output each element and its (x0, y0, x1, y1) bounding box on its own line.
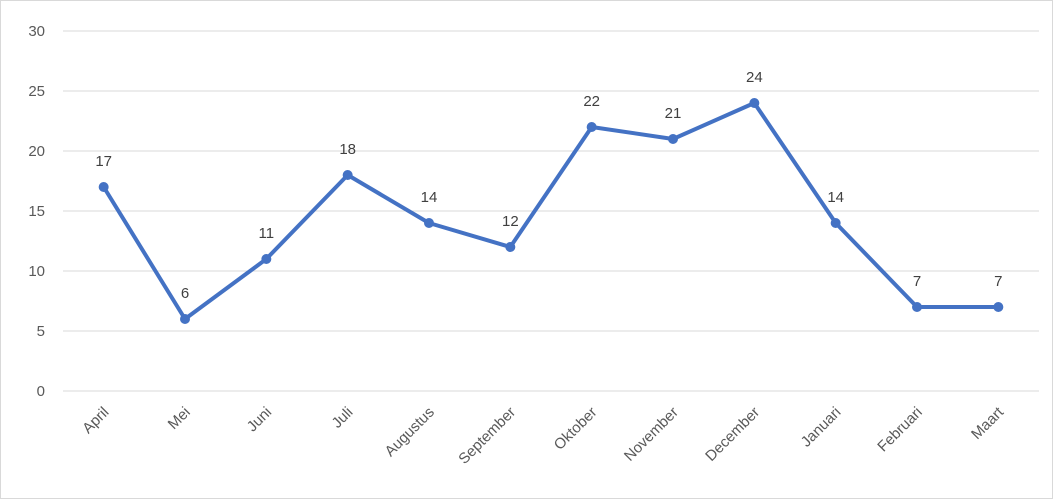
data-points (98, 98, 1004, 324)
y-tick-label: 5 (37, 323, 45, 340)
data-point (830, 218, 841, 228)
data-point (342, 170, 353, 180)
y-tick-label: 30 (28, 23, 45, 40)
y-axis-tick-labels: 0 5 10 15 20 25 30 (28, 23, 45, 400)
data-point (261, 254, 272, 264)
data-point (98, 182, 109, 192)
data-point (912, 302, 922, 312)
data-label: 17 (95, 153, 112, 170)
x-tick-label: December (702, 404, 763, 465)
x-tick-label: Januari (798, 404, 845, 451)
data-label: 21 (665, 105, 682, 122)
data-label: 14 (827, 189, 844, 206)
data-label: 18 (339, 141, 356, 158)
data-label: 7 (913, 273, 921, 290)
x-tick-label: November (621, 404, 682, 465)
x-tick-label: Mei (165, 404, 194, 433)
x-axis-tick-labels: April Mei Juni Juli Augustus September Oktober… (79, 403, 1007, 467)
data-point (505, 242, 516, 252)
data-label: 7 (994, 273, 1002, 290)
y-tick-label: 25 (28, 83, 45, 100)
x-tick-label: Juli (329, 404, 357, 432)
data-point (749, 98, 760, 108)
y-tick-label: 10 (28, 263, 45, 280)
y-tick-label: 20 (28, 143, 45, 160)
y-tick-label: 0 (37, 383, 45, 400)
data-point (668, 134, 678, 144)
y-tick-label: 15 (28, 203, 45, 220)
data-label: 24 (746, 69, 763, 86)
x-tick-label: September (455, 404, 519, 468)
x-tick-label: Augustus (382, 404, 438, 460)
data-label: 12 (502, 213, 519, 230)
data-point (180, 314, 190, 324)
x-tick-label: Oktober (551, 404, 601, 454)
x-tick-label: Februari (874, 404, 926, 456)
data-label: 22 (583, 93, 600, 110)
series-line (101, 101, 1001, 321)
x-tick-label: April (79, 404, 112, 437)
data-label: 14 (421, 189, 438, 206)
gridlines (63, 30, 1039, 392)
x-tick-label: Juni (244, 404, 275, 435)
data-label: 6 (181, 285, 189, 302)
data-label: 11 (259, 225, 275, 242)
data-point (424, 218, 434, 228)
data-point (586, 122, 597, 132)
data-point (993, 302, 1004, 312)
data-labels: 17 6 11 18 14 12 22 21 24 14 7 7 (95, 69, 1002, 302)
x-tick-label: Maart (968, 403, 1008, 443)
